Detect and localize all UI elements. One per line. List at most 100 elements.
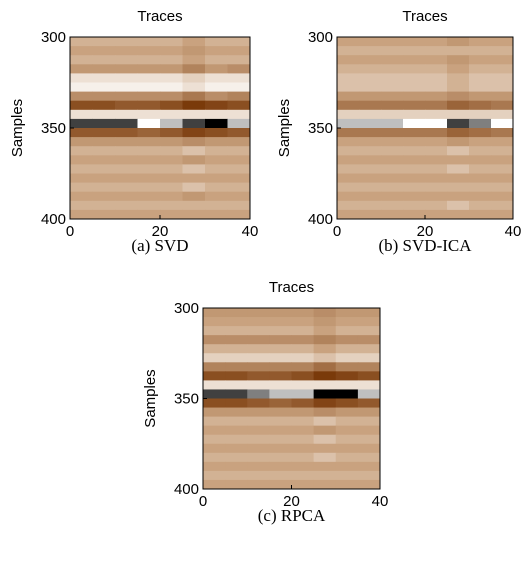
heatmap-cell: [292, 426, 315, 436]
heatmap-cell: [160, 64, 183, 74]
heatmap-cell: [70, 119, 93, 129]
heatmap-cell: [491, 55, 514, 65]
heatmap-cell: [205, 73, 228, 83]
heatmap-cell: [138, 83, 161, 93]
heatmap-cell: [93, 101, 116, 111]
heatmap-cell: [160, 164, 183, 174]
heatmap-cell: [115, 101, 138, 111]
heatmap-cell: [115, 137, 138, 147]
heatmap-cell: [225, 362, 248, 372]
x-tick-label: 40: [372, 493, 389, 510]
caption: (a) SVD: [131, 236, 188, 255]
heatmap-cell: [403, 119, 426, 129]
heatmap-cell: [337, 83, 360, 93]
heatmap-cell: [225, 353, 248, 363]
heatmap-cell: [225, 435, 248, 445]
heatmap-cell: [138, 155, 161, 165]
heatmap-cell: [70, 192, 93, 202]
heatmap-cell: [447, 83, 470, 93]
heatmap-cell: [491, 183, 514, 193]
y-tick-label: 400: [308, 211, 333, 228]
heatmap-cell: [425, 119, 448, 129]
heatmap-cell: [469, 155, 492, 165]
heatmap-cell: [247, 371, 270, 381]
x-tick-label: 40: [242, 223, 259, 240]
heatmap-cell: [447, 183, 470, 193]
heatmap-cell: [403, 110, 426, 120]
heatmap-cell: [314, 335, 337, 345]
heatmap-cell: [247, 335, 270, 345]
y-tick-label: 350: [41, 120, 66, 137]
heatmap-cell: [292, 326, 315, 336]
heatmap-cell: [225, 462, 248, 472]
heatmap-cell: [203, 389, 226, 399]
heatmap-cell: [93, 210, 116, 220]
heatmap-cell: [403, 137, 426, 147]
heatmap-cell: [205, 64, 228, 74]
heatmap-cell: [491, 92, 514, 102]
heatmap-cell: [269, 426, 292, 436]
heatmap-cell: [381, 46, 404, 56]
heatmap-cell: [292, 344, 315, 354]
heatmap-cell: [93, 146, 116, 156]
heatmap-cell: [225, 444, 248, 454]
heatmap-cell: [469, 92, 492, 102]
heatmap-cell: [115, 46, 138, 56]
panel: 02040300350400TracesSamples(c) RPCA: [142, 279, 388, 525]
heatmap-cell: [70, 137, 93, 147]
heatmap-cell: [447, 210, 470, 220]
heatmap-cell: [336, 399, 359, 409]
heatmap-cell: [160, 174, 183, 184]
heatmap-cell: [337, 73, 360, 83]
heatmap-cell: [314, 426, 337, 436]
heatmap-cell: [269, 444, 292, 454]
heatmap-cell: [269, 480, 292, 490]
heatmap-cell: [269, 326, 292, 336]
heatmap-cell: [337, 128, 360, 138]
heatmap-cell: [160, 183, 183, 193]
heatmap-cell: [336, 308, 359, 318]
heatmap-cell: [183, 83, 206, 93]
heatmap-cell: [160, 110, 183, 120]
heatmap-cell: [337, 192, 360, 202]
heatmap-cell: [228, 155, 251, 165]
heatmap-cell: [269, 399, 292, 409]
heatmap-cell: [403, 55, 426, 65]
heatmap-cell: [425, 55, 448, 65]
heatmap-cell: [491, 73, 514, 83]
heatmap-cell: [203, 462, 226, 472]
heatmap-cell: [225, 453, 248, 463]
heatmap-cell: [491, 110, 514, 120]
heatmap-cell: [205, 146, 228, 156]
heatmap-cell: [203, 408, 226, 418]
heatmap-cell: [228, 46, 251, 56]
heatmap-cell: [205, 137, 228, 147]
heatmap-cell: [183, 183, 206, 193]
heatmap-cell: [183, 174, 206, 184]
y-tick-label: 300: [308, 29, 333, 46]
heatmap-cell: [381, 119, 404, 129]
heatmap-cell: [183, 110, 206, 120]
heatmap-cell: [381, 146, 404, 156]
heatmap-cell: [93, 73, 116, 83]
heatmap-cell: [160, 73, 183, 83]
heatmap-cell: [447, 174, 470, 184]
axis-title: Traces: [137, 8, 182, 25]
heatmap-cell: [447, 92, 470, 102]
heatmap-cell: [115, 183, 138, 193]
heatmap-cell: [70, 174, 93, 184]
heatmap-cell: [425, 137, 448, 147]
heatmap-cell: [314, 399, 337, 409]
heatmap-cell: [225, 344, 248, 354]
heatmap-cell: [469, 101, 492, 111]
y-tick-label: 350: [308, 120, 333, 137]
heatmap-cell: [115, 64, 138, 74]
heatmap-cell: [228, 210, 251, 220]
heatmap-cell: [359, 64, 382, 74]
heatmap-cell: [491, 201, 514, 211]
heatmap-cell: [491, 83, 514, 93]
heatmap-cell: [358, 326, 381, 336]
heatmap-cell: [205, 155, 228, 165]
heatmap-cell: [381, 201, 404, 211]
heatmap-cell: [247, 444, 270, 454]
